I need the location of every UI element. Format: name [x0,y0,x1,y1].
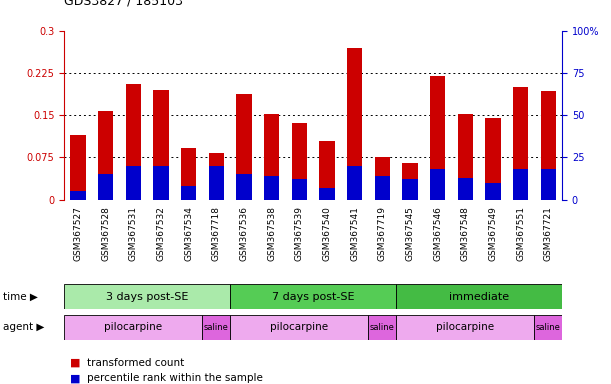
Bar [320,141,335,200]
Bar [209,166,224,200]
Bar [70,135,86,200]
Bar [98,111,113,200]
Text: time ▶: time ▶ [3,291,38,302]
Text: ■: ■ [70,358,81,368]
Bar [202,315,230,340]
Bar [209,153,224,200]
Bar [347,166,362,200]
Bar [535,315,562,340]
Bar [264,114,279,200]
Bar [347,48,362,200]
Bar [403,163,417,200]
Bar [126,84,141,200]
Text: immediate: immediate [449,291,509,302]
Bar [485,118,500,200]
Text: agent ▶: agent ▶ [3,322,45,333]
Bar [236,174,252,200]
Bar [70,191,86,200]
Bar [64,315,202,340]
Text: GDS3827 / 185103: GDS3827 / 185103 [64,0,183,8]
Bar [181,148,196,200]
Text: ■: ■ [70,373,81,383]
Bar [375,157,390,200]
Text: pilocarpine: pilocarpine [270,322,328,333]
Bar [541,169,556,200]
Bar [291,122,307,200]
Bar [430,169,445,200]
Bar [396,315,535,340]
Bar [458,178,473,200]
Bar [230,315,368,340]
Text: pilocarpine: pilocarpine [436,322,494,333]
Bar [291,179,307,200]
Bar [153,90,169,200]
Bar [458,114,473,200]
Bar [153,166,169,200]
Bar [396,284,562,309]
Bar [430,76,445,200]
Bar [181,186,196,200]
Bar [126,166,141,200]
Bar [513,87,529,200]
Bar [64,284,230,309]
Text: percentile rank within the sample: percentile rank within the sample [87,373,263,383]
Text: saline: saline [370,323,395,332]
Bar [485,183,500,200]
Bar [368,315,396,340]
Text: pilocarpine: pilocarpine [104,322,163,333]
Bar [513,169,529,200]
Text: 3 days post-SE: 3 days post-SE [106,291,188,302]
Bar [541,91,556,200]
Text: saline: saline [536,323,561,332]
Bar [230,284,396,309]
Bar [98,174,113,200]
Text: 7 days post-SE: 7 days post-SE [272,291,354,302]
Bar [375,176,390,200]
Bar [264,176,279,200]
Bar [403,179,417,200]
Bar [236,94,252,200]
Text: transformed count: transformed count [87,358,185,368]
Text: saline: saline [204,323,229,332]
Bar [320,188,335,200]
